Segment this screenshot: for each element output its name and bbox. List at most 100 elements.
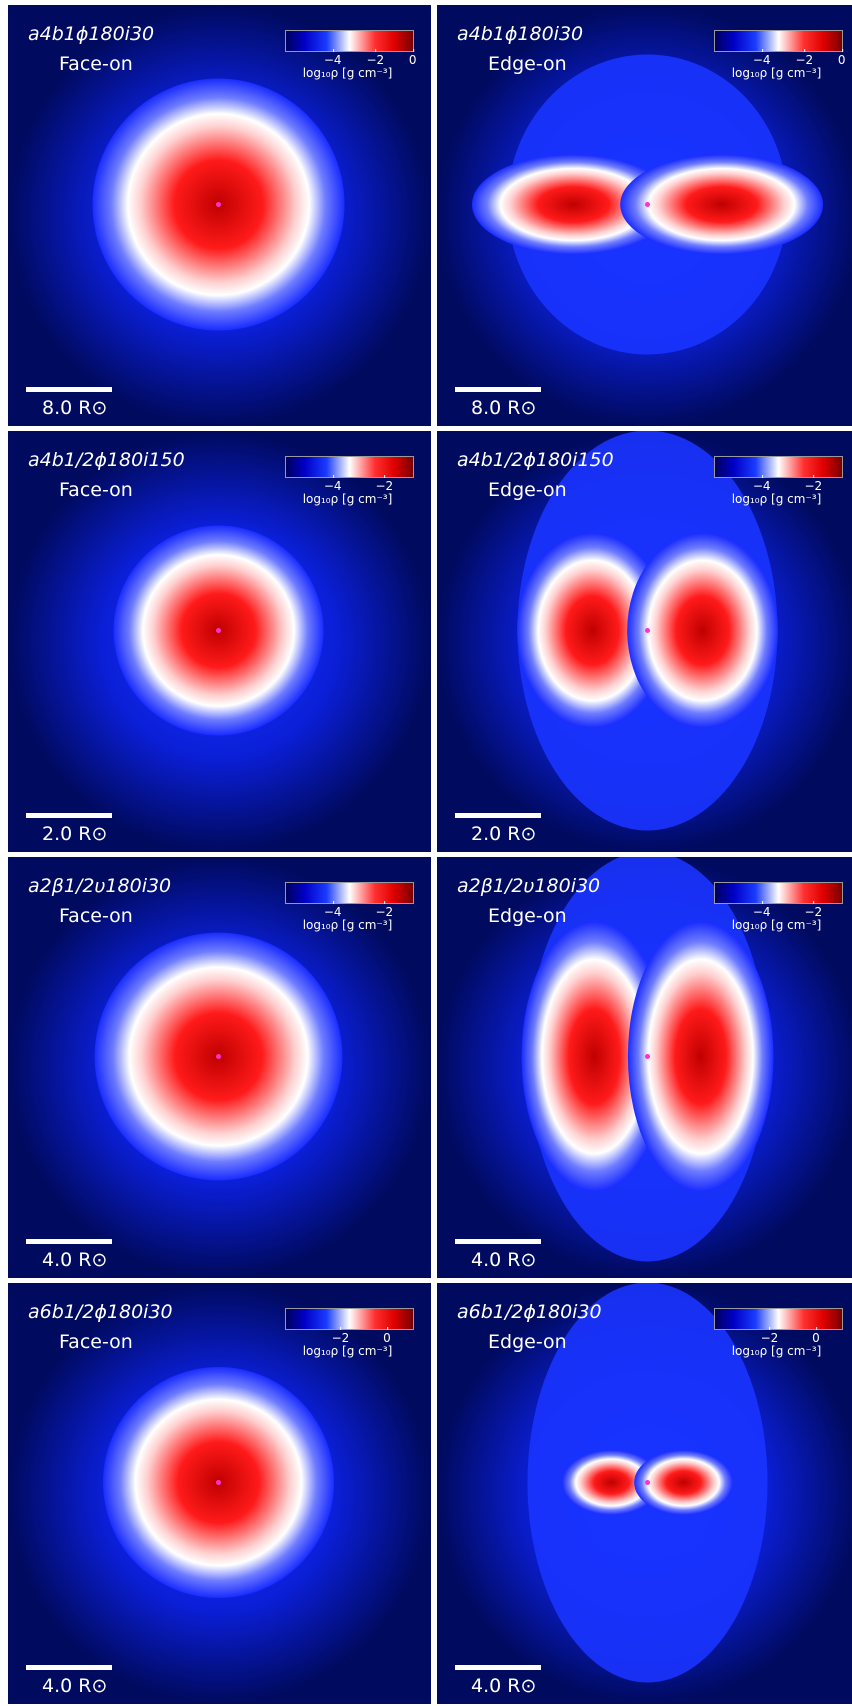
model-label: a4b1/2ϕ180i150: [457, 449, 614, 471]
scale-bar: [26, 1239, 112, 1244]
model-label: a2β1/2υ180i30: [28, 875, 172, 897]
edge-on-density-lobe: [472, 154, 675, 255]
edge-on-density-lobe: [562, 1450, 661, 1515]
colorbar-tick-label: 0: [383, 1327, 391, 1345]
density-map: [437, 431, 852, 852]
model-label: a4b1ϕ180i30: [28, 23, 155, 45]
colorbar-gradient: [714, 882, 843, 904]
scale-bar-label: 4.0 R⊙: [471, 1249, 537, 1271]
edge-on-density-lobe: [620, 154, 823, 255]
scale-bar: [455, 1239, 541, 1244]
colorbar-label: log₁₀ρ [g cm⁻³]: [302, 492, 393, 506]
density-panel-4: a4b1/2ϕ180i150 Edge-on −4 −2 log₁₀ρ [g cm⁻³]…: [437, 431, 852, 852]
density-map: [8, 431, 431, 852]
scale-bar-label: 2.0 R⊙: [42, 823, 108, 845]
colorbar-ticks: −4 −2: [714, 901, 843, 919]
colorbar-gradient: [714, 1308, 843, 1330]
center-marker: [216, 1054, 221, 1059]
colorbar-ticks: −4 −2: [285, 901, 414, 919]
colorbar-tick-label: −2: [804, 901, 823, 919]
colorbar: −4 −2 log₁₀ρ [g cm⁻³]: [714, 456, 843, 506]
view-label: Edge-on: [488, 53, 567, 75]
center-marker: [645, 202, 650, 207]
colorbar-ticks: −2 0: [285, 1327, 414, 1345]
density-map: [437, 857, 852, 1278]
colorbar-ticks: −4 −2: [714, 475, 843, 493]
center-marker: [216, 628, 221, 633]
colorbar-label: log₁₀ρ [g cm⁻³]: [731, 492, 822, 506]
colorbar-tick-label: −2: [760, 1327, 779, 1345]
colorbar: −4 −2 0 log₁₀ρ [g cm⁻³]: [285, 30, 417, 80]
view-label: Face-on: [59, 905, 133, 927]
view-label: Edge-on: [488, 1331, 567, 1353]
center-marker: [645, 628, 650, 633]
edge-on-density-lobe: [521, 921, 668, 1192]
scale-bar-label: 8.0 R⊙: [42, 397, 108, 419]
scale-bar: [26, 387, 112, 392]
colorbar-gradient: [714, 30, 843, 52]
scale-bar-label: 2.0 R⊙: [471, 823, 537, 845]
scale-bar: [26, 813, 112, 818]
colorbar-ticks: −4 −2: [285, 475, 414, 493]
center-marker: [645, 1054, 650, 1059]
density-panel-6: a2β1/2υ180i30 Edge-on −4 −2 log₁₀ρ [g cm⁻³] 4…: [437, 857, 852, 1278]
colorbar-tick-label: 0: [812, 1327, 820, 1345]
model-label: a4b1/2ϕ180i150: [28, 449, 185, 471]
density-panel-3: a4b1/2ϕ180i150 Face-on −4 −2 log₁₀ρ [g cm⁻³]…: [8, 431, 431, 852]
density-map: [8, 5, 431, 426]
colorbar-ticks: −4 −2 0: [714, 49, 846, 67]
colorbar-tick-label: −2: [804, 475, 823, 493]
colorbar: −4 −2 0 log₁₀ρ [g cm⁻³]: [714, 30, 846, 80]
view-label: Edge-on: [488, 905, 567, 927]
density-panel-1: a4b1ϕ180i30 Face-on −4 −2 0 log₁₀ρ [g cm⁻³] 8.…: [8, 5, 431, 426]
scale-bar: [455, 1665, 541, 1670]
colorbar-tick-label: −4: [752, 475, 771, 493]
colorbar-tick-label: −2: [375, 475, 394, 493]
colorbar-tick-label: −4: [323, 901, 342, 919]
colorbar-gradient: [285, 882, 414, 904]
colorbar-tick-label: −2: [366, 49, 385, 67]
colorbar: −4 −2 log₁₀ρ [g cm⁻³]: [714, 882, 843, 932]
colorbar-gradient: [285, 456, 414, 478]
colorbar-tick-label: −2: [331, 1327, 350, 1345]
density-panel-2: a4b1ϕ180i30 Edge-on −4 −2 0 log₁₀ρ [g cm⁻³] 8.…: [437, 5, 852, 426]
density-panel-7: a6b1/2ϕ180i30 Face-on −2 0 log₁₀ρ [g cm⁻³] 4.…: [8, 1283, 431, 1704]
colorbar: −4 −2 log₁₀ρ [g cm⁻³]: [285, 882, 414, 932]
colorbar-label: log₁₀ρ [g cm⁻³]: [731, 918, 822, 932]
colorbar-ticks: −4 −2 0: [285, 49, 417, 67]
edge-on-density-lobe: [627, 921, 774, 1192]
edge-on-density-lobe: [627, 533, 778, 728]
colorbar-tick-label: −2: [375, 901, 394, 919]
colorbar-tick-label: −2: [795, 49, 814, 67]
colorbar-gradient: [285, 1308, 414, 1330]
colorbar: −2 0 log₁₀ρ [g cm⁻³]: [714, 1308, 843, 1358]
view-label: Face-on: [59, 479, 133, 501]
density-map: [8, 1283, 431, 1704]
density-map: [8, 857, 431, 1278]
edge-on-density-lobe: [517, 533, 668, 728]
scale-bar-label: 4.0 R⊙: [471, 1675, 537, 1697]
colorbar-tick-label: −4: [752, 49, 771, 67]
colorbar: −4 −2 log₁₀ρ [g cm⁻³]: [285, 456, 414, 506]
center-marker: [645, 1480, 650, 1485]
colorbar-tick-label: −4: [323, 475, 342, 493]
scale-bar-label: 4.0 R⊙: [42, 1675, 108, 1697]
scale-bar: [26, 1665, 112, 1670]
colorbar-label: log₁₀ρ [g cm⁻³]: [731, 1344, 822, 1358]
center-marker: [216, 202, 221, 207]
scale-bar: [455, 813, 541, 818]
model-label: a6b1/2ϕ180i30: [457, 1301, 602, 1323]
scale-bar: [455, 387, 541, 392]
density-map: [437, 5, 852, 426]
view-label: Face-on: [59, 1331, 133, 1353]
density-panel-8: a6b1/2ϕ180i30 Edge-on −2 0 log₁₀ρ [g cm⁻³] 4.…: [437, 1283, 852, 1704]
edge-on-density-lobe: [634, 1450, 733, 1515]
colorbar-tick-label: −4: [323, 49, 342, 67]
center-marker: [216, 1480, 221, 1485]
scale-bar-label: 8.0 R⊙: [471, 397, 537, 419]
colorbar-tick-label: 0: [408, 49, 417, 67]
density-panel-5: a2β1/2υ180i30 Face-on −4 −2 log₁₀ρ [g cm⁻³] 4…: [8, 857, 431, 1278]
colorbar-label: log₁₀ρ [g cm⁻³]: [302, 1344, 393, 1358]
colorbar-ticks: −2 0: [714, 1327, 843, 1345]
